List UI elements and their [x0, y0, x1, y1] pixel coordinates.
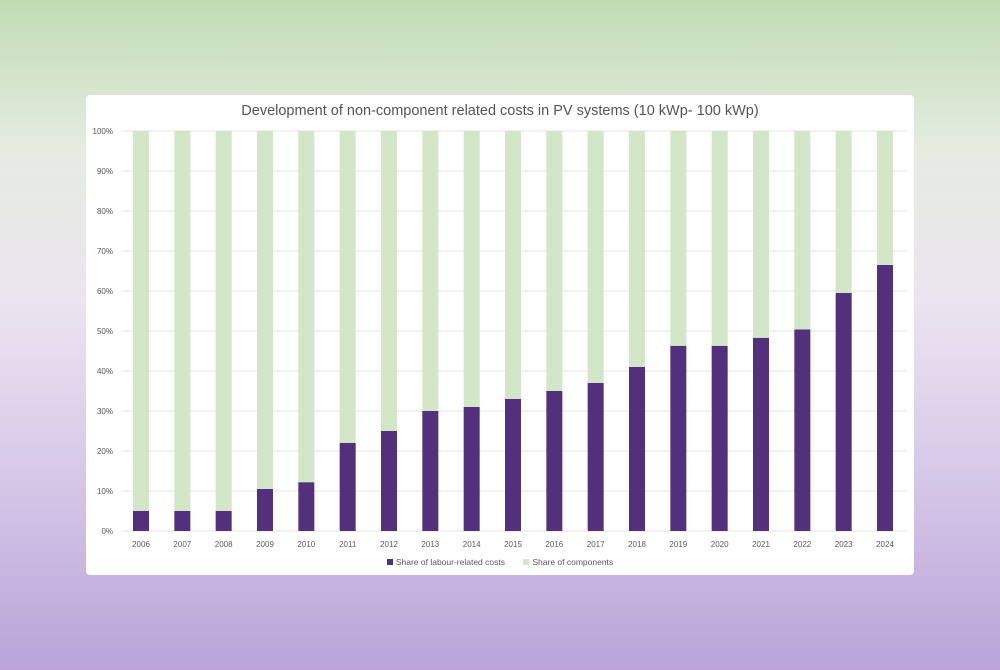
- bar-labour-2020: [711, 345, 728, 531]
- x-tick-label: 2007: [173, 540, 191, 549]
- y-tick-label: 10%: [97, 487, 113, 496]
- x-tick-label: 2009: [256, 540, 274, 549]
- bar-components-2017: [587, 131, 604, 383]
- bar-labour-2012: [381, 431, 397, 531]
- bar-components-2012: [381, 131, 397, 431]
- y-tick-label: 80%: [97, 207, 113, 216]
- y-tick-label: 0%: [101, 527, 113, 536]
- bar-labour-2018: [629, 367, 645, 531]
- bar-components-2022: [794, 131, 811, 330]
- bar-labour-2006: [133, 511, 149, 531]
- bar-labour-2019: [670, 345, 687, 531]
- x-tick-label: 2013: [421, 540, 439, 549]
- bar-labour-2015: [505, 399, 521, 531]
- bar-labour-2011: [339, 443, 356, 531]
- y-tick-label: 40%: [97, 367, 113, 376]
- x-tick-label: 2016: [545, 540, 563, 549]
- x-tick-label: 2017: [587, 540, 605, 549]
- chart-plot: 0% 10% 20% 30% 40% 50% 60% 70% 80% 90% 100% 2006 200…: [93, 127, 906, 549]
- bar-components-2016: [546, 131, 563, 391]
- bar-components-2018: [629, 131, 645, 367]
- x-tick-label: 2011: [339, 540, 357, 549]
- bar-components-2020: [711, 131, 728, 346]
- bar-labour-2022: [794, 329, 811, 531]
- bar-components-2010: [298, 131, 315, 483]
- bar-components-2021: [753, 131, 769, 338]
- bar-components-2007: [174, 131, 191, 511]
- legend-label-labour: Share of labour-related costs: [395, 557, 505, 567]
- x-tick-label: 2023: [835, 540, 853, 549]
- y-tick-label: 30%: [97, 407, 113, 416]
- bar-components-2008: [215, 131, 232, 511]
- bar-components-2024: [877, 131, 893, 265]
- x-tick-label: 2022: [793, 540, 811, 549]
- bar-labour-2009: [257, 489, 273, 531]
- bar-labour-2010: [298, 482, 315, 531]
- x-tick-label: 2008: [215, 540, 233, 549]
- y-tick-label: 60%: [97, 287, 113, 296]
- bar-labour-2013: [422, 411, 439, 531]
- y-tick-label: 50%: [97, 327, 113, 336]
- legend: Share of labour-related costs Share of c…: [86, 557, 914, 567]
- legend-swatch-components: [523, 559, 530, 565]
- y-tick-label: 20%: [97, 447, 113, 456]
- x-tick-label: 2015: [504, 540, 522, 549]
- bar-labour-2007: [174, 511, 191, 531]
- y-tick-label: 70%: [97, 247, 113, 256]
- legend-label-components: Share of components: [532, 557, 614, 567]
- bar-labour-2017: [587, 383, 604, 531]
- chart-title: Development of non-component related cos…: [241, 103, 759, 119]
- x-tick-label: 2019: [669, 540, 687, 549]
- y-tick-label: 100%: [93, 127, 113, 136]
- y-tick-label: 90%: [97, 167, 113, 176]
- legend-item-labour: Share of labour-related costs: [386, 557, 505, 567]
- x-tick-label: 2021: [752, 540, 770, 549]
- bar-labour-2016: [546, 391, 563, 531]
- bar-components-2009: [257, 131, 273, 489]
- bar-components-2011: [339, 131, 356, 443]
- bar-components-2023: [835, 131, 852, 293]
- bar-components-2006: [133, 131, 149, 511]
- x-tick-label: 2014: [463, 540, 481, 549]
- x-tick-label: 2010: [297, 540, 315, 549]
- x-tick-label: 2018: [628, 540, 646, 549]
- bar-labour-2008: [215, 511, 232, 531]
- bar-components-2013: [422, 131, 439, 411]
- x-tick-label: 2012: [380, 540, 398, 549]
- x-tick-label: 2006: [132, 540, 150, 549]
- chart-card: Development of non-component related cos…: [86, 95, 914, 575]
- bar-components-2014: [463, 131, 480, 407]
- bar-labour-2014: [463, 407, 480, 531]
- bar-components-2015: [505, 131, 521, 399]
- bar-components-2019: [670, 131, 687, 346]
- bar-labour-2021: [753, 337, 769, 531]
- legend-swatch-labour: [386, 559, 393, 565]
- bar-labour-2023: [835, 293, 852, 531]
- bar-labour-2024: [877, 265, 893, 531]
- x-tick-label: 2020: [711, 540, 729, 549]
- legend-item-components: Share of components: [523, 557, 613, 567]
- x-tick-label: 2024: [876, 540, 894, 549]
